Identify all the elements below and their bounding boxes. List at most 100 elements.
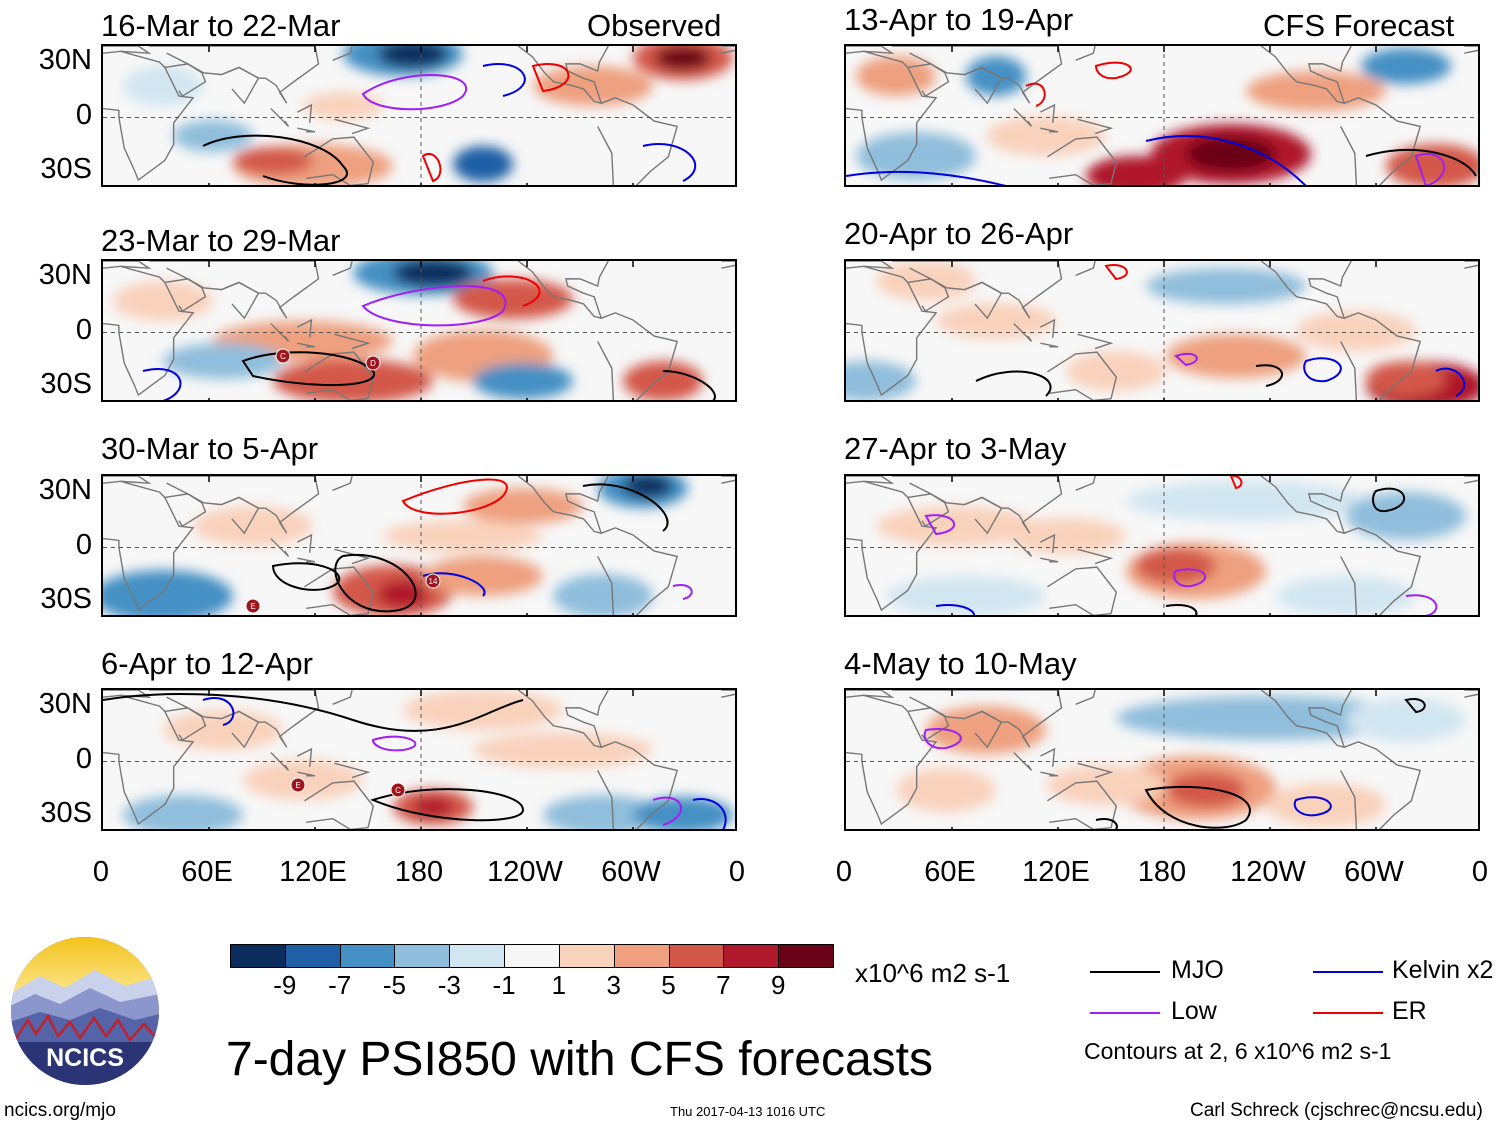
map-panel-5 [844, 44, 1480, 187]
coastline [1340, 97, 1422, 185]
coastline [164, 63, 207, 98]
x-tick-label: 0 [728, 856, 746, 888]
colorbar-label: -7 [328, 970, 352, 1000]
tc-marker: C [275, 348, 291, 364]
anomaly-shading [378, 46, 448, 68]
footer-url[interactable]: ncics.org/mjo [4, 1100, 116, 1121]
anomaly-shading [1186, 136, 1276, 172]
anomaly-shading [1146, 268, 1306, 304]
coastline [270, 752, 290, 771]
anomaly-shading [413, 797, 453, 817]
x-tick-label: 180 [1137, 856, 1187, 888]
coastline [597, 741, 679, 829]
coastline [1040, 557, 1059, 563]
coastline [721, 261, 735, 269]
coastline [846, 476, 895, 485]
coastline [297, 103, 313, 123]
contour-line [846, 170, 1007, 185]
anomaly-shading [423, 556, 543, 596]
anomaly-shading [463, 488, 583, 524]
anomaly-shading [966, 56, 1026, 96]
colorbar-label: 7 [716, 970, 731, 1000]
anomaly-shading [1066, 351, 1166, 391]
anomaly-shading [273, 359, 433, 400]
coastline [846, 46, 895, 55]
contour-line [692, 798, 727, 829]
colorbar-swatch [449, 944, 506, 968]
tc-label: D [370, 359, 376, 368]
map-canvas [846, 476, 1478, 615]
contour-line [672, 584, 693, 600]
anomaly-shading [986, 116, 1106, 156]
anomaly-shading [876, 506, 1036, 546]
colorbar-swatch [284, 944, 341, 968]
anomaly-shading [473, 363, 573, 399]
coastline [907, 63, 950, 98]
anomaly-shading [163, 710, 283, 750]
anomaly-shading [1361, 48, 1451, 84]
contour-line [531, 63, 570, 93]
panel-title-4: 6-Apr to 12-Apr [101, 646, 313, 681]
coastline [1013, 538, 1033, 557]
y-tick-label: 0 [75, 99, 92, 131]
contour-line [923, 728, 962, 750]
coastline [721, 476, 735, 484]
anomaly-shading [633, 797, 733, 829]
tc-marker: E [290, 777, 306, 793]
x-tick-label: 60E [924, 856, 976, 888]
coastline [304, 136, 375, 185]
x-tick-label: 120E [279, 856, 347, 888]
coastline [148, 46, 320, 104]
anomaly-shading [876, 261, 976, 301]
coastline [846, 50, 938, 182]
contour-line [202, 697, 235, 726]
coastline [270, 108, 290, 127]
panel-title-7: 27-Apr to 3-May [844, 431, 1067, 466]
tc-marker: 14 [425, 573, 441, 589]
anomaly-shading [378, 580, 428, 608]
coastline [103, 265, 195, 397]
legend-mjo-label: MJO [1171, 956, 1224, 984]
colorbar-swatch [723, 944, 780, 968]
anomaly-shading [233, 147, 313, 175]
anomaly-shading [1046, 765, 1166, 805]
coastline [891, 261, 1063, 319]
colorbar-swatch [613, 944, 670, 968]
coastline [1040, 103, 1056, 123]
coastline [517, 690, 609, 749]
contour-line [370, 788, 525, 822]
colorbar-label: -9 [273, 970, 297, 1000]
x-tick-label: 180 [394, 856, 444, 888]
coastline [304, 351, 375, 400]
x-tick-label: 120W [1230, 856, 1306, 888]
coastline [891, 690, 1063, 748]
anomaly-shading [1126, 481, 1366, 521]
contour-line [334, 553, 417, 613]
contour-line [1174, 352, 1198, 367]
anomaly-shading [1086, 156, 1186, 185]
x-tick-label: 60W [1344, 856, 1404, 888]
coastline [517, 46, 609, 105]
coastline [270, 323, 290, 342]
contour-line [1372, 487, 1406, 513]
map-panel-6 [844, 259, 1480, 402]
coastline [1464, 476, 1478, 484]
colorbar-swatch [558, 944, 615, 968]
contour-line [103, 693, 524, 732]
coastline [334, 333, 371, 350]
map-canvas: CD [103, 261, 735, 400]
coastline [1047, 566, 1118, 615]
y-tick-label: 30N [38, 259, 92, 291]
coastline [846, 694, 938, 826]
tc-marker: E [245, 598, 261, 614]
x-tick-label: 0 [1471, 856, 1489, 888]
coastline [1464, 261, 1478, 269]
anomaly-shading [1166, 334, 1306, 378]
coastline [332, 261, 353, 276]
coastline [332, 46, 353, 61]
contour-line [1104, 264, 1128, 281]
panel-title-1: 16-Mar to 22-Mar [101, 8, 341, 43]
map-canvas [846, 690, 1478, 829]
coastline [334, 118, 371, 135]
